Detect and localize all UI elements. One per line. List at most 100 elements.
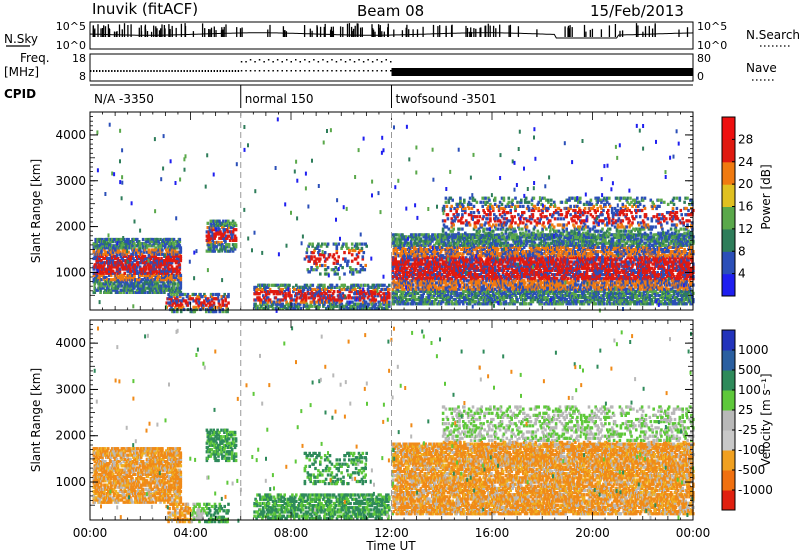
nave-dot [371, 61, 374, 63]
range-cell [158, 286, 161, 290]
range-cell [133, 286, 136, 290]
range-cell [144, 278, 148, 282]
range-cell [146, 278, 150, 282]
range-cell [137, 250, 140, 254]
freq-dot [367, 70, 369, 72]
freq-dot [258, 70, 261, 72]
range-cell [155, 269, 158, 273]
range-cell [93, 282, 97, 286]
range-cell [170, 244, 174, 248]
range-cell [139, 256, 143, 261]
range-cell [129, 275, 132, 280]
range-cell [171, 240, 175, 244]
range-cell [96, 240, 99, 244]
range-cell [113, 280, 117, 284]
range-cell [138, 248, 142, 252]
range-cell [167, 286, 171, 290]
range-cell [175, 290, 179, 294]
range-cell [138, 244, 142, 248]
freq-dot [267, 70, 270, 72]
range-cell [108, 244, 111, 248]
range-cell [151, 269, 155, 273]
range-cell [116, 265, 120, 269]
range-cell [148, 259, 152, 263]
range-cell [99, 242, 102, 246]
range-cell [111, 269, 115, 273]
range-cell [133, 273, 136, 277]
range-cell [112, 282, 116, 286]
range-cell [123, 271, 126, 275]
range-cell [176, 244, 180, 248]
range-cell [125, 286, 128, 290]
range-cell [144, 267, 148, 271]
freq-dot [249, 70, 252, 72]
range-cell [92, 246, 96, 250]
freq-dot [183, 70, 185, 72]
range-cell [109, 250, 113, 254]
freq-dot [135, 70, 137, 72]
range-cell [129, 282, 132, 286]
range-cell [120, 284, 124, 288]
range-cell [115, 288, 119, 292]
range-cell [167, 254, 171, 258]
range-cell [311, 283, 315, 287]
range-cell [110, 256, 114, 261]
range-cell [160, 250, 163, 254]
range-cell [151, 284, 155, 288]
range-cell [167, 288, 171, 292]
nsky-spikes [92, 23, 689, 37]
nave-dot [376, 59, 378, 61]
range-cell [169, 280, 173, 284]
range-cell [92, 250, 96, 254]
range-cell [159, 237, 162, 242]
range-cell [179, 273, 183, 277]
range-cell [155, 242, 158, 246]
range-cell [131, 290, 134, 294]
range-cell [157, 288, 160, 292]
range-cell [172, 284, 176, 288]
range-cell [164, 246, 167, 250]
range-cell [136, 269, 139, 273]
range-cell [133, 237, 136, 242]
range-cell [101, 269, 104, 273]
nsky-tick-top: 10^5 [56, 20, 86, 33]
range-cell [92, 242, 96, 246]
range-cell [176, 282, 180, 286]
range-cell [124, 261, 127, 265]
range-cell [117, 280, 121, 284]
range-cell [147, 240, 151, 244]
range-cell [133, 242, 136, 246]
range-cell [143, 280, 147, 284]
range-cell [136, 265, 139, 269]
nave-dot [295, 59, 297, 61]
range-cell [163, 273, 166, 277]
range-cell [138, 265, 142, 269]
range-cell [111, 252, 115, 256]
range-cell [103, 263, 106, 267]
range-cell [108, 282, 112, 286]
freq-dot [295, 70, 297, 72]
range-cell [174, 252, 178, 256]
range-cell [115, 269, 119, 273]
range-cell [170, 261, 174, 265]
range-cell [121, 265, 125, 269]
range-cell [132, 244, 135, 248]
freq-dot [105, 70, 107, 72]
range-cell [141, 246, 145, 250]
range-cell [171, 282, 175, 286]
range-cell [118, 240, 122, 244]
range-cell [388, 300, 391, 304]
range-cell [524, 302, 528, 306]
range-cell [100, 284, 103, 288]
range-cell [157, 273, 160, 277]
range-cell [111, 261, 115, 265]
range-cell [115, 252, 119, 256]
range-cell [106, 246, 109, 250]
range-cell [129, 259, 132, 263]
range-cell [95, 242, 98, 246]
range-cell [134, 263, 137, 267]
range-cell [107, 282, 110, 286]
range-cell [143, 288, 147, 292]
range-cell [150, 254, 154, 258]
